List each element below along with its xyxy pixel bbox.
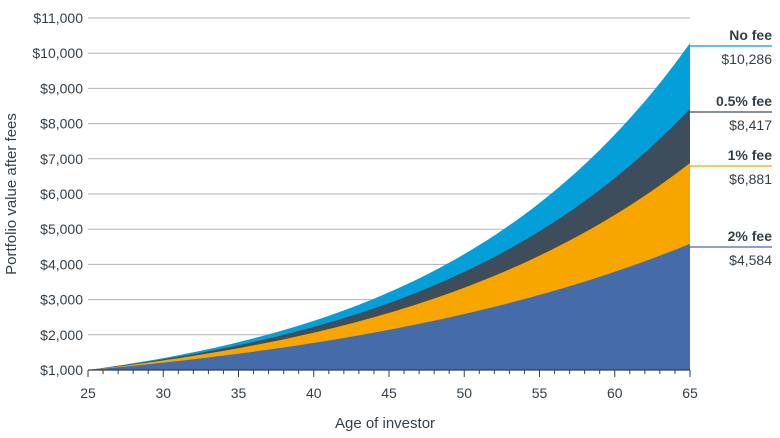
gridlines <box>88 17 690 371</box>
x-tick-label: 25 <box>80 385 96 401</box>
x-tick-label: 40 <box>306 385 322 401</box>
x-axis-title: Age of investor <box>335 415 435 432</box>
y-axis-title: Portfolio value after fees <box>3 113 20 275</box>
series-name-label: 2% fee <box>728 228 773 244</box>
series-name-label: 0.5% fee <box>716 93 772 109</box>
series-value-label: $10,286 <box>721 51 772 67</box>
y-tick-label: $11,000 <box>33 10 83 26</box>
y-tick-label: $5,000 <box>40 221 83 237</box>
y-tick-label: $6,000 <box>40 186 83 202</box>
series-name-label: No fee <box>729 27 772 43</box>
x-tick-label: 50 <box>456 385 472 401</box>
area-2-fee <box>88 243 690 370</box>
y-tick-label: $1,000 <box>40 362 83 378</box>
y-tick-label: $9,000 <box>40 80 83 96</box>
x-tick-label: 65 <box>682 385 698 401</box>
area-series <box>88 43 690 371</box>
x-tick-label: 60 <box>607 385 623 401</box>
x-tick-label: 35 <box>231 385 247 401</box>
series-value-label: $8,417 <box>729 117 772 133</box>
y-tick-label: $4,000 <box>40 256 83 272</box>
series-value-label: $6,881 <box>729 171 772 187</box>
y-tick-label: $7,000 <box>40 151 83 167</box>
y-tick-label: $10,000 <box>32 45 83 61</box>
x-tick-label: 30 <box>155 385 171 401</box>
x-tick-label: 45 <box>381 385 397 401</box>
y-tick-label: $3,000 <box>40 292 83 308</box>
series-name-label: 1% fee <box>728 147 773 163</box>
y-tick-label: $8,000 <box>40 116 83 132</box>
end-labels: No fee $10,286 0.5% fee $8,417 1% fee $6,881 2… <box>690 27 772 268</box>
series-value-label: $4,584 <box>729 252 772 268</box>
y-tick-label: $2,000 <box>40 327 83 343</box>
x-tick-label: 55 <box>532 385 548 401</box>
axes: $1,000 $2,000 $3,000 $4,000 $5,000 $6,000 $7,0… <box>32 10 698 401</box>
